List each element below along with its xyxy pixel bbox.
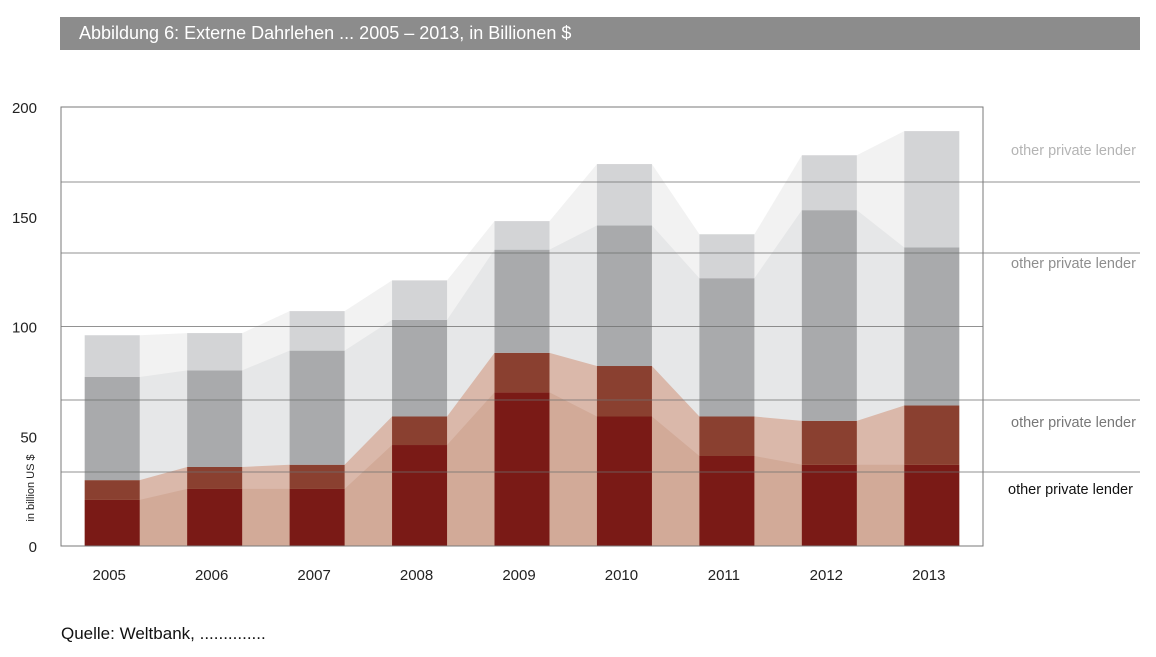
x-tick-2012: 2012 xyxy=(810,567,843,584)
bar-2012-s4 xyxy=(801,155,857,211)
bar-2007-s3 xyxy=(289,350,345,465)
bar-2007-s2 xyxy=(289,464,345,489)
bar-2007-s4 xyxy=(289,311,345,351)
bar-2011-s2 xyxy=(699,416,755,457)
bar-2009-s3 xyxy=(494,249,550,353)
bar-2011-s4 xyxy=(699,234,755,279)
chart-title-bar: Abbildung 6: Externe Dahrlehen ... 2005 … xyxy=(60,17,1140,50)
bar-2005-s3 xyxy=(84,376,140,481)
legend-label-4: other private lender xyxy=(1011,143,1136,159)
bar-2006-s1 xyxy=(187,488,243,546)
bar-2005-s1 xyxy=(84,499,140,546)
legend-label-3: other private lender xyxy=(1011,256,1136,272)
bars xyxy=(84,131,960,546)
bar-2009-s1 xyxy=(494,392,550,546)
bar-2008-s2 xyxy=(392,416,448,446)
bar-2010-s4 xyxy=(596,164,652,226)
bar-2008-s3 xyxy=(392,319,448,417)
y-axis-label: in billion US $ xyxy=(25,454,37,521)
bar-2006-s3 xyxy=(187,370,243,467)
legend-label-1: other private lender xyxy=(1008,482,1133,498)
x-tick-2008: 2008 xyxy=(400,567,433,584)
source-note: Quelle: Weltbank, .............. xyxy=(61,624,266,643)
bar-2006-s4 xyxy=(187,333,243,371)
y-tick-labels: 0 50 100 150 200 xyxy=(12,100,37,556)
y-tick-100: 100 xyxy=(12,320,37,337)
x-tick-2005: 2005 xyxy=(93,567,126,584)
bar-2012-s1 xyxy=(801,464,857,546)
x-tick-2011: 2011 xyxy=(708,567,740,584)
bar-2012-s2 xyxy=(801,420,857,465)
bar-2013-s2 xyxy=(904,405,960,465)
bar-2013-s1 xyxy=(904,464,960,546)
bar-2010-s3 xyxy=(596,225,652,367)
bar-2005-s2 xyxy=(84,480,140,500)
x-tick-2007: 2007 xyxy=(297,567,330,584)
bar-2011-s3 xyxy=(699,278,755,417)
legend-label-2: other private lender xyxy=(1011,415,1136,431)
bar-2011-s1 xyxy=(699,456,755,546)
bar-2010-s2 xyxy=(596,366,652,417)
bar-2010-s1 xyxy=(596,416,652,546)
y-tick-50: 50 xyxy=(20,429,37,446)
x-tick-2013: 2013 xyxy=(912,567,945,584)
y-tick-150: 150 xyxy=(12,210,37,227)
bar-2006-s2 xyxy=(187,466,243,489)
bar-2009-s4 xyxy=(494,221,550,250)
chart-title: Abbildung 6: Externe Dahrlehen ... 2005 … xyxy=(79,23,572,43)
x-tick-2009: 2009 xyxy=(502,567,535,584)
legend: other private lender other private lender… xyxy=(1008,143,1136,498)
bar-2007-s1 xyxy=(289,488,345,546)
bar-2013-s4 xyxy=(904,131,960,248)
bar-2008-s1 xyxy=(392,445,448,546)
bar-2008-s4 xyxy=(392,280,448,320)
bar-2012-s3 xyxy=(801,210,857,421)
bar-2005-s4 xyxy=(84,335,140,377)
bar-2009-s2 xyxy=(494,352,550,393)
x-tick-2006: 2006 xyxy=(195,567,228,584)
gridlines xyxy=(61,181,1140,473)
plot-frame xyxy=(60,106,984,547)
x-tick-2010: 2010 xyxy=(605,567,638,584)
y-tick-200: 200 xyxy=(12,100,37,117)
x-tick-labels: 2005 2006 2007 2008 2009 2010 2011 2012 2013 xyxy=(93,567,946,584)
y-tick-0: 0 xyxy=(29,539,37,556)
